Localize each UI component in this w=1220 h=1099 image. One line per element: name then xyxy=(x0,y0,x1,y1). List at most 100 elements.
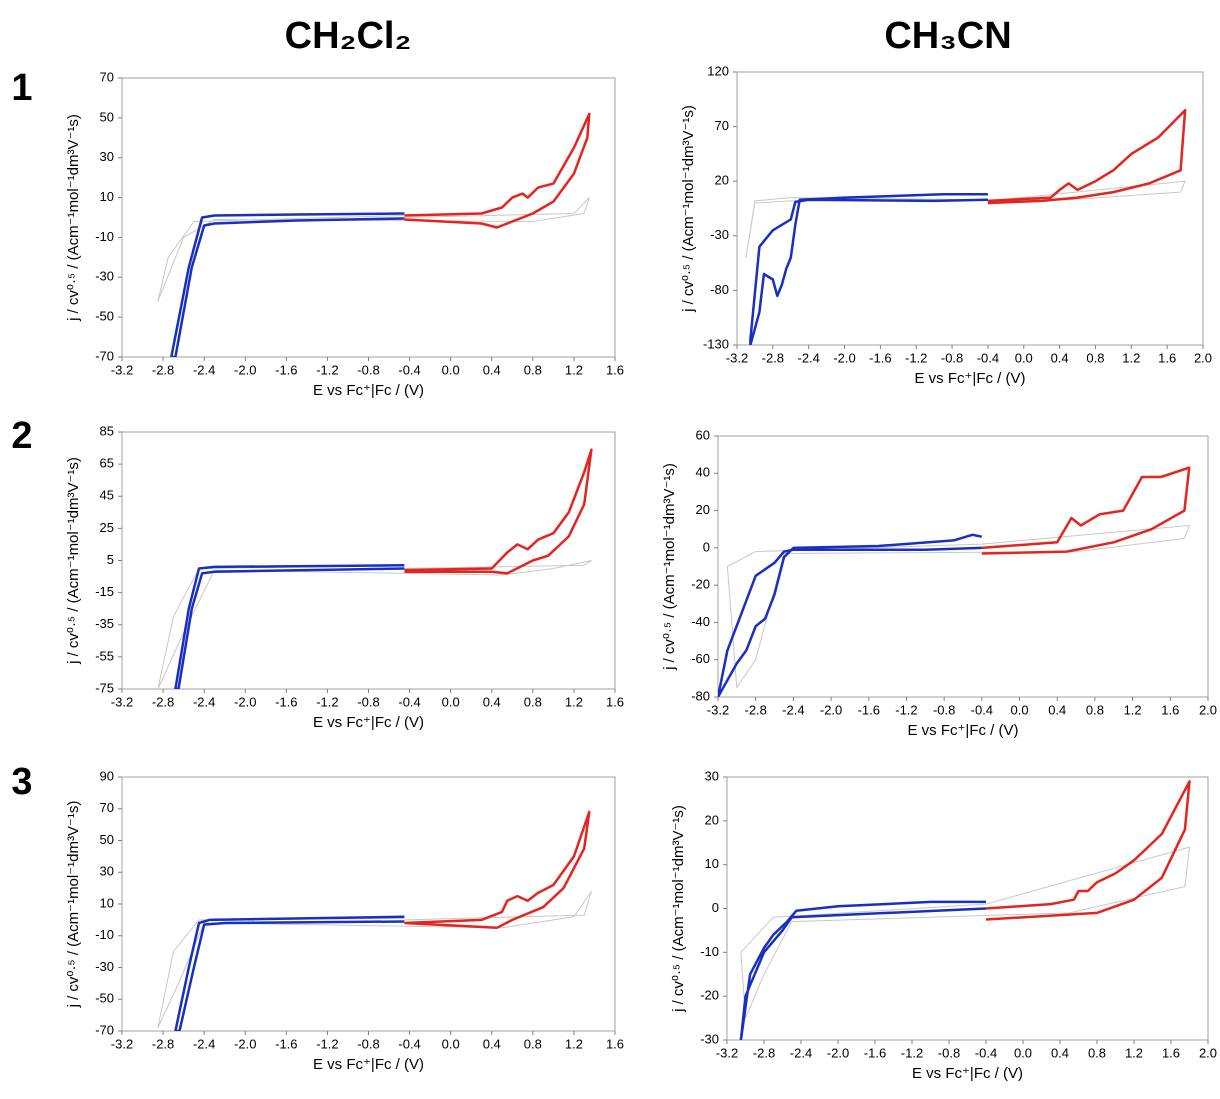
y-tick-label: 20 xyxy=(705,812,719,827)
x-tick-label: -1.6 xyxy=(275,694,297,709)
x-tick-label: -3.2 xyxy=(707,702,729,717)
x-axis-title: E vs Fc⁺|Fc / (V) xyxy=(313,714,424,731)
y-tick-label: -40 xyxy=(691,614,710,629)
y-tick-label: 10 xyxy=(100,895,114,910)
cv-trace xyxy=(404,112,591,229)
x-tick-label: 0.4 xyxy=(483,694,501,709)
x-tick-label: -3.2 xyxy=(111,694,133,709)
x-tick-label: -1.2 xyxy=(316,694,338,709)
x-tick-label: -2.0 xyxy=(234,1036,256,1051)
cv-trace xyxy=(718,533,983,697)
x-tick-label: -2.4 xyxy=(790,1045,812,1060)
y-tick-label: 90 xyxy=(100,768,114,783)
y-tick-label: -20 xyxy=(700,988,719,1003)
row-label: 3 xyxy=(11,761,32,803)
x-tick-label: -1.6 xyxy=(869,350,891,365)
x-tick-label: 1.2 xyxy=(565,694,583,709)
x-tick-label: 0.0 xyxy=(442,362,460,377)
x-tick-label: -2.4 xyxy=(193,1036,215,1051)
y-tick-label: 10 xyxy=(100,189,114,204)
x-tick-label: 1.2 xyxy=(565,1036,583,1051)
chart: -3.2 -2.8 -2.4 -2.0 -1.6 -1.2 -0.8 -0.4 0.0 0.4 0.… xyxy=(670,768,1217,1082)
cv-trace xyxy=(174,915,405,1031)
x-tick-label: -1.6 xyxy=(864,1045,886,1060)
y-tick-label: 40 xyxy=(696,465,710,480)
x-axis-title: E vs Fc⁺|Fc / (V) xyxy=(313,382,424,399)
cv-trace xyxy=(170,212,405,357)
cv-trace xyxy=(749,193,988,345)
x-tick-label: -2.8 xyxy=(152,1036,174,1051)
x-tick-label: 0.8 xyxy=(524,694,542,709)
cv-trace xyxy=(404,448,593,575)
row-label: 1 xyxy=(11,67,32,109)
x-tick-label: 1.2 xyxy=(1124,702,1142,717)
x-tick-label: -2.0 xyxy=(820,702,842,717)
x-tick-label: 1.2 xyxy=(565,362,583,377)
x-tick-label: 1.6 xyxy=(1161,702,1179,717)
x-tick-label: -2.0 xyxy=(833,350,855,365)
y-tick-label: 5 xyxy=(107,552,114,567)
x-axis-title: E vs Fc⁺|Fc / (V) xyxy=(908,722,1019,739)
x-tick-label: 0.4 xyxy=(1051,1045,1069,1060)
y-tick-label: -30 xyxy=(95,959,114,974)
x-tick-label: -0.4 xyxy=(398,1036,420,1051)
y-tick-label: -80 xyxy=(691,688,710,703)
y-tick-label: 60 xyxy=(696,427,710,442)
x-tick-label: -2.0 xyxy=(827,1045,849,1060)
x-tick-label: 1.2 xyxy=(1125,1045,1143,1060)
x-tick-label: -2.0 xyxy=(234,362,256,377)
row-label: 2 xyxy=(11,415,32,457)
column-title: CH₃CN xyxy=(884,15,1011,57)
chart: -3.2 -2.8 -2.4 -2.0 -1.6 -1.2 -0.8 -0.4 0.0 0.4 0.… xyxy=(65,768,624,1073)
x-tick-label: -3.2 xyxy=(111,362,133,377)
x-tick-label: 0.0 xyxy=(1015,350,1033,365)
cv-trace xyxy=(157,890,592,1029)
y-tick-label: -130 xyxy=(703,336,729,351)
y-tick-label: 85 xyxy=(100,423,114,438)
x-tick-label: -0.8 xyxy=(357,362,379,377)
x-tick-label: -0.4 xyxy=(398,694,420,709)
y-tick-label: -30 xyxy=(710,227,729,242)
x-tick-label: -0.4 xyxy=(398,362,420,377)
x-tick-label: 0.4 xyxy=(483,362,501,377)
y-tick-label: 65 xyxy=(100,456,114,471)
y-axis-title: j / cv⁰·⁵ / (Acm⁻¹mol⁻¹dm³V⁻¹s) xyxy=(670,805,687,1013)
y-tick-label: -10 xyxy=(700,944,719,959)
y-tick-label: 120 xyxy=(707,63,729,78)
chart: -3.2 -2.8 -2.4 -2.0 -1.6 -1.2 -0.8 -0.4 0.0 0.4 0.… xyxy=(65,69,624,399)
x-tick-label: 0.4 xyxy=(1051,350,1069,365)
x-tick-label: -2.8 xyxy=(753,1045,775,1060)
y-tick-label: -20 xyxy=(691,577,710,592)
x-tick-label: 0.8 xyxy=(524,1036,542,1051)
x-tick-label: -3.2 xyxy=(111,1036,133,1051)
x-tick-label: -2.4 xyxy=(797,350,819,365)
y-tick-label: 25 xyxy=(100,520,114,535)
y-axis-title: j / cv⁰·⁵ / (Acm⁻¹mol⁻¹dm³V⁻¹s) xyxy=(680,105,697,313)
x-tick-label: -0.8 xyxy=(938,1045,960,1060)
y-tick-label: 70 xyxy=(100,69,114,84)
y-tick-label: -55 xyxy=(95,648,114,663)
y-tick-label: 20 xyxy=(715,173,729,188)
x-tick-label: -1.6 xyxy=(275,362,297,377)
y-tick-label: -75 xyxy=(95,680,114,695)
y-tick-label: 30 xyxy=(100,149,114,164)
x-tick-label: -2.4 xyxy=(782,702,804,717)
y-tick-label: 50 xyxy=(100,832,114,847)
x-tick-label: -2.0 xyxy=(234,694,256,709)
plot-frame xyxy=(736,71,1204,346)
x-tick-label: 0.0 xyxy=(442,694,460,709)
cv-trace xyxy=(174,564,405,689)
x-tick-label: -1.6 xyxy=(858,702,880,717)
chart: -3.2 -2.8 -2.4 -2.0 -1.6 -1.2 -0.8 -0.4 0.0 0.4 0.… xyxy=(65,423,624,731)
x-tick-label: 0.8 xyxy=(1086,350,1104,365)
y-tick-label: 0 xyxy=(703,539,710,554)
cv-trace xyxy=(987,108,1187,205)
x-tick-label: 0.0 xyxy=(1014,1045,1032,1060)
y-tick-label: -50 xyxy=(95,991,114,1006)
x-tick-label: 2.0 xyxy=(1199,1045,1217,1060)
x-tick-label: 0.8 xyxy=(1086,702,1104,717)
x-tick-label: -2.8 xyxy=(762,350,784,365)
x-tick-label: -0.8 xyxy=(933,702,955,717)
x-tick-label: 0.4 xyxy=(483,1036,501,1051)
y-tick-label: 20 xyxy=(696,502,710,517)
